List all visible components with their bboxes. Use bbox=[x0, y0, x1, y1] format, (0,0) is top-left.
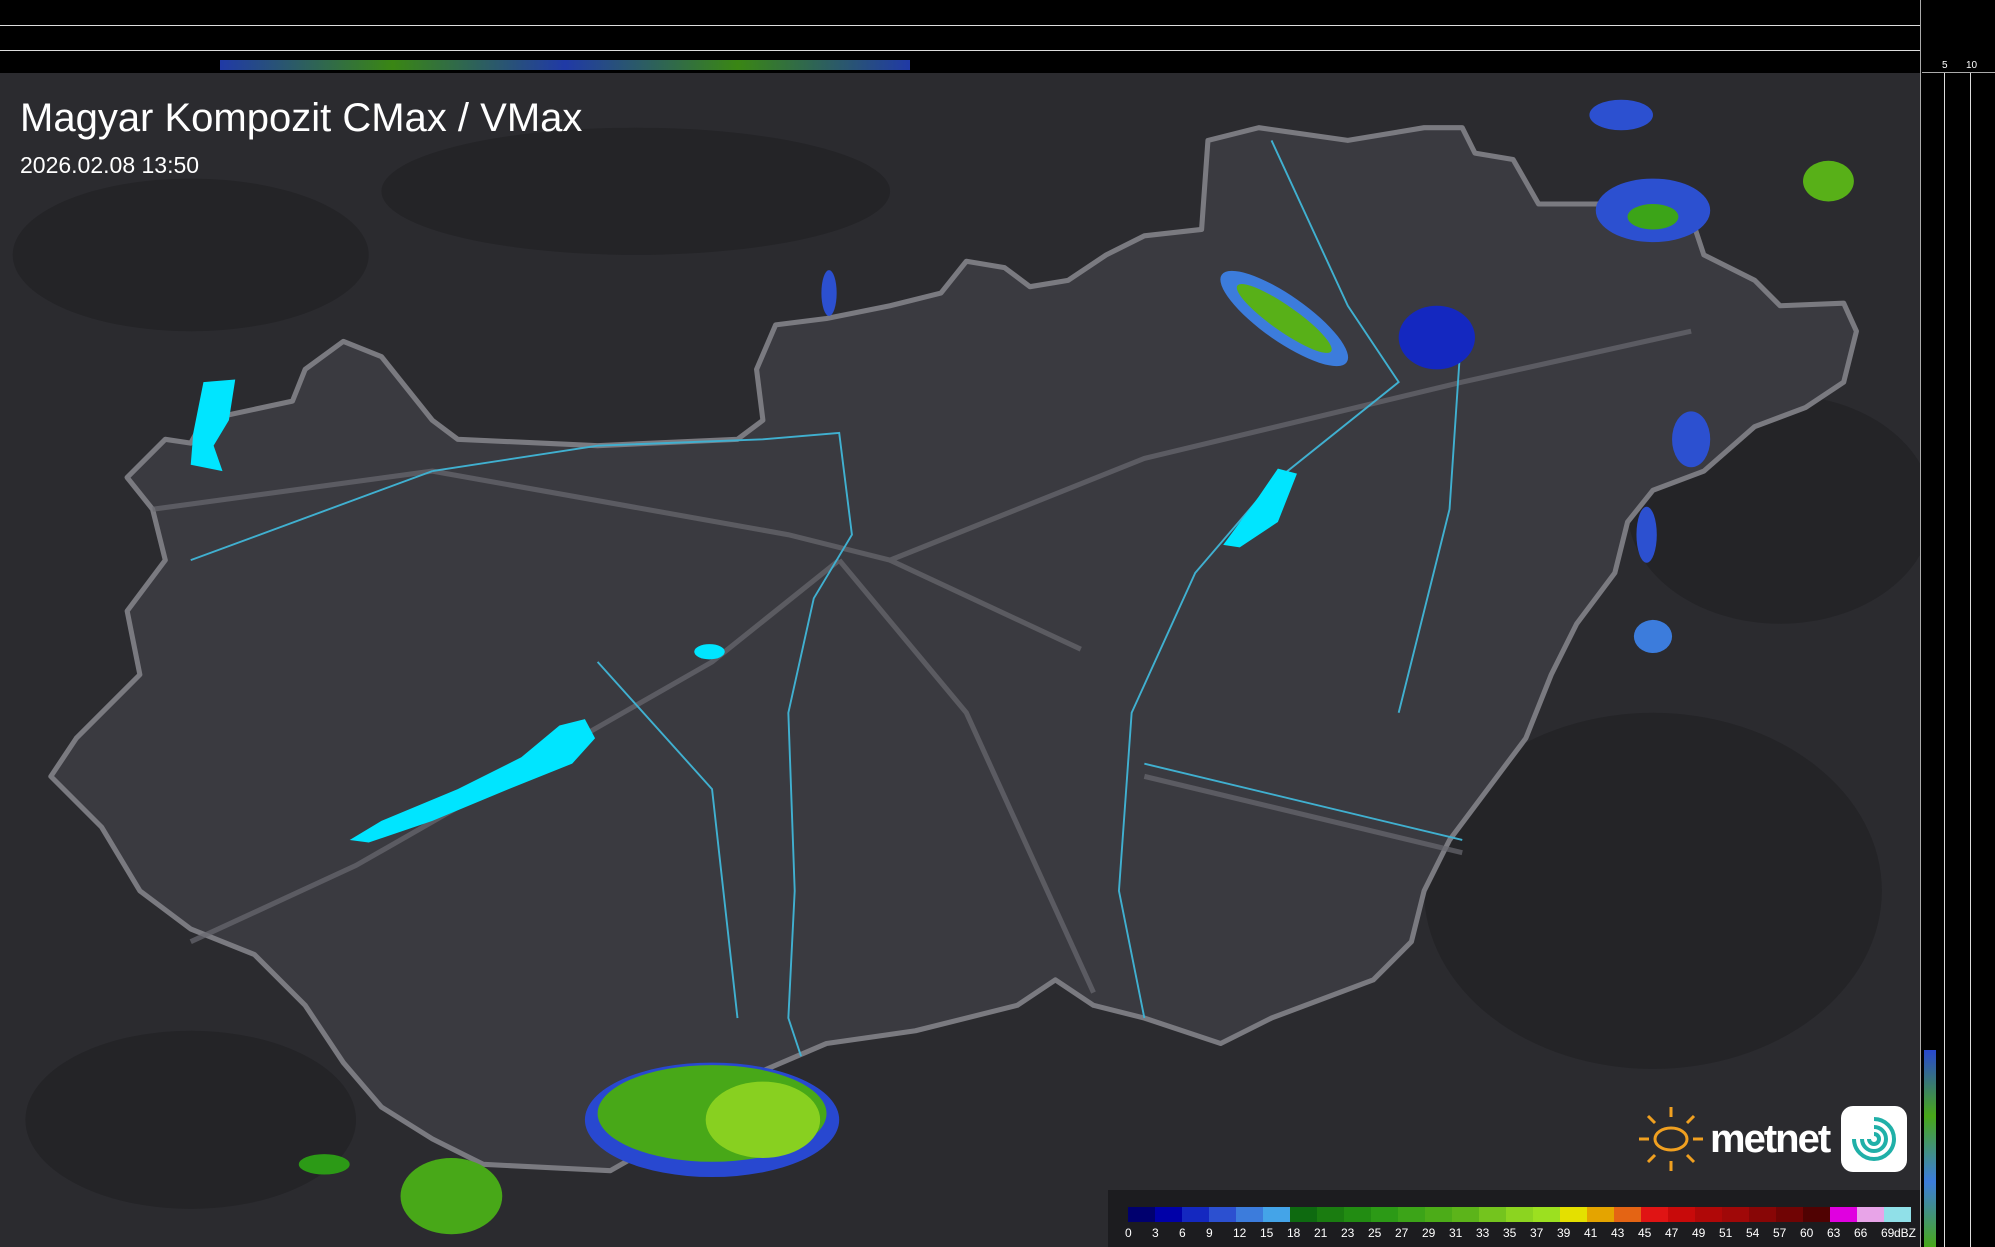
legend-swatch bbox=[1398, 1207, 1425, 1222]
legend-swatch bbox=[1857, 1207, 1884, 1222]
legend-label: 35 bbox=[1503, 1226, 1517, 1240]
legend-swatch bbox=[1884, 1207, 1911, 1222]
legend-label: 3 bbox=[1152, 1226, 1159, 1240]
legend-label: 18 bbox=[1287, 1226, 1301, 1240]
legend-label: 12 bbox=[1233, 1226, 1247, 1240]
legend-label: 27 bbox=[1395, 1226, 1409, 1240]
legend-label: 47 bbox=[1665, 1226, 1679, 1240]
legend-label: 66 bbox=[1854, 1226, 1868, 1240]
right-tick-10: 10 bbox=[1966, 60, 1978, 71]
legend-label: 69 bbox=[1881, 1226, 1895, 1240]
legend-swatch bbox=[1182, 1207, 1209, 1222]
legend-swatch bbox=[1803, 1207, 1830, 1222]
legend-label: 0 bbox=[1125, 1226, 1132, 1240]
legend-swatch bbox=[1371, 1207, 1398, 1222]
lake-tisza bbox=[1223, 468, 1297, 548]
legend-swatch bbox=[1317, 1207, 1344, 1222]
legend-unit: dBZ bbox=[1894, 1226, 1917, 1240]
map-timestamp: 2026.02.08 13:50 bbox=[20, 152, 200, 178]
lake-balaton bbox=[349, 719, 596, 843]
legend-label: 15 bbox=[1260, 1226, 1274, 1240]
radar-map[interactable] bbox=[0, 73, 1920, 1247]
legend-label: 9 bbox=[1206, 1226, 1213, 1240]
metnet-logo: metnet bbox=[1636, 1104, 1908, 1174]
sun-icon bbox=[1639, 1107, 1703, 1171]
legend-swatch bbox=[1155, 1207, 1182, 1222]
legend-label: 41 bbox=[1584, 1226, 1598, 1240]
legend-label: 51 bbox=[1719, 1226, 1733, 1240]
legend-swatch bbox=[1695, 1207, 1722, 1222]
legend-swatch bbox=[1452, 1207, 1479, 1222]
legend-label: 49 bbox=[1692, 1226, 1706, 1240]
legend-swatch bbox=[1587, 1207, 1614, 1222]
legend-swatch bbox=[1506, 1207, 1533, 1222]
legend-color-bar bbox=[1128, 1207, 1911, 1222]
legend-swatch bbox=[1236, 1207, 1263, 1222]
legend-swatch bbox=[1128, 1207, 1155, 1222]
legend-swatch bbox=[1614, 1207, 1641, 1222]
legend-swatch bbox=[1641, 1207, 1668, 1222]
legend-label: 33 bbox=[1476, 1226, 1490, 1240]
lakes bbox=[190, 379, 1297, 843]
color-legend: 0 3 6 9 12 15 18 21 23 25 27 29 31 33 35 37 39 41 43 45 47 49… bbox=[1108, 1190, 1920, 1247]
legend-label: 60 bbox=[1800, 1226, 1814, 1240]
legend-label: 29 bbox=[1422, 1226, 1436, 1240]
legend-swatch bbox=[1722, 1207, 1749, 1222]
map-title: Magyar Kompozit CMax / VMax bbox=[20, 96, 583, 140]
legend-label: 37 bbox=[1530, 1226, 1544, 1240]
legend-swatch bbox=[1533, 1207, 1560, 1222]
legend-label: 39 bbox=[1557, 1226, 1571, 1240]
hungary-outline bbox=[48, 125, 1859, 1174]
right-tick-5: 5 bbox=[1942, 60, 1948, 71]
legend-swatch bbox=[1668, 1207, 1695, 1222]
legend-label: 43 bbox=[1611, 1226, 1625, 1240]
legend-swatch bbox=[1830, 1207, 1857, 1222]
legend-swatch bbox=[1344, 1207, 1371, 1222]
legend-label: 25 bbox=[1368, 1226, 1382, 1240]
legend-label: 21 bbox=[1314, 1226, 1328, 1240]
legend-swatch bbox=[1290, 1207, 1317, 1222]
legend-label: 23 bbox=[1341, 1226, 1355, 1240]
legend-label: 54 bbox=[1746, 1226, 1760, 1240]
vertical-profile-right bbox=[1922, 0, 1995, 1247]
legend-label: 57 bbox=[1773, 1226, 1787, 1240]
legend-label: 45 bbox=[1638, 1226, 1652, 1240]
legend-label: 31 bbox=[1449, 1226, 1463, 1240]
legend-swatch bbox=[1209, 1207, 1236, 1222]
lake-ferto bbox=[190, 379, 236, 472]
rivers bbox=[190, 140, 1464, 1057]
swirl-icon bbox=[1841, 1106, 1908, 1172]
legend-swatch bbox=[1425, 1207, 1452, 1222]
radar-echoes bbox=[298, 99, 1854, 1235]
legend-swatch bbox=[1479, 1207, 1506, 1222]
logo-text: metnet bbox=[1710, 1116, 1831, 1161]
legend-swatch bbox=[1263, 1207, 1290, 1222]
legend-swatch bbox=[1560, 1207, 1587, 1222]
legend-labels: 0 3 6 9 12 15 18 21 23 25 27 29 31 33 35 37 39 41 43 45 47 49… bbox=[1125, 1226, 1911, 1240]
legend-swatch bbox=[1776, 1207, 1803, 1222]
legend-label: 63 bbox=[1827, 1226, 1841, 1240]
legend-label: 6 bbox=[1179, 1226, 1186, 1240]
legend-swatch bbox=[1749, 1207, 1776, 1222]
vertical-profile-top bbox=[0, 0, 1920, 73]
lake-velence bbox=[694, 644, 725, 660]
